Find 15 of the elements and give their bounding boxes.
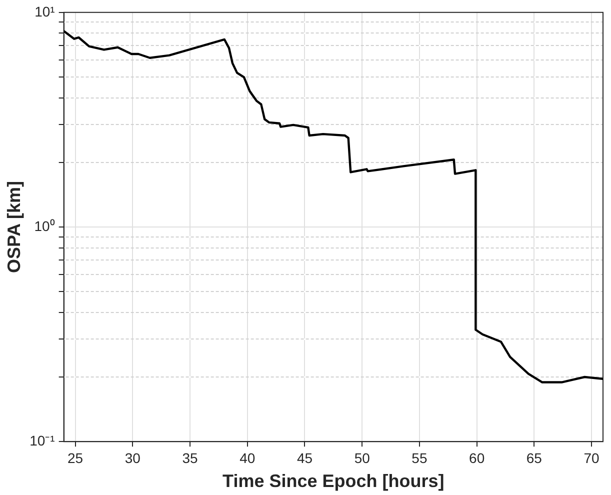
x-tick-label: 40	[240, 450, 256, 466]
x-tick-label: 60	[469, 450, 485, 466]
x-tick-label: 30	[124, 450, 141, 466]
x-tick-label: 45	[296, 450, 313, 466]
x-tick-label: 50	[354, 450, 370, 466]
x-tick-label: 25	[68, 450, 84, 466]
y-tick-label: 10⁰	[34, 218, 55, 234]
y-tick-label: 10⁻¹	[30, 432, 56, 448]
x-axis-title: Time Since Epoch [hours]	[222, 471, 444, 492]
y-tick-label: 10¹	[34, 3, 56, 20]
x-tick-label: 55	[412, 450, 428, 466]
y-axis-title: OSPA [km]	[4, 180, 24, 274]
x-tick-label: 65	[526, 450, 542, 466]
x-tick-label: 35	[182, 450, 198, 466]
x-tick-label: 70	[584, 450, 600, 466]
